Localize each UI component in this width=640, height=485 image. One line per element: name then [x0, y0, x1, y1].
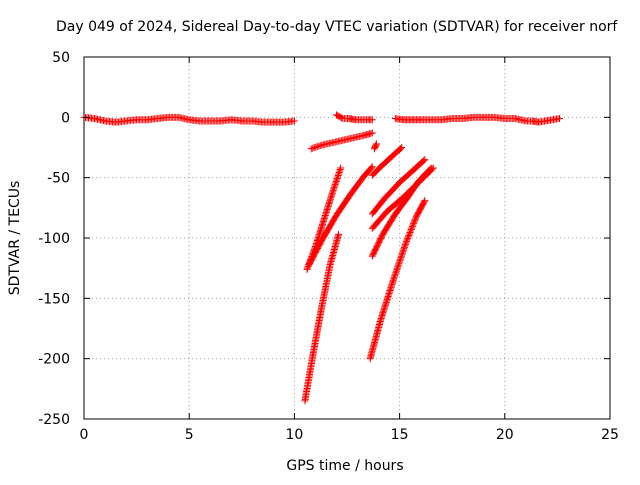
- series-trace: [536, 115, 562, 126]
- data-point: [402, 239, 410, 247]
- y-tick-label: -200: [38, 352, 70, 368]
- x-tick-label: 10: [285, 427, 303, 443]
- series-trace: [369, 164, 384, 178]
- series-arc-2: [303, 164, 345, 273]
- series-trace: [390, 240, 409, 283]
- series-arc-4: [301, 230, 343, 405]
- series-trace: [378, 154, 394, 170]
- series-trace: [346, 115, 358, 124]
- series-trace: [329, 166, 344, 196]
- series-trace: [320, 191, 336, 222]
- series-trace: [397, 166, 417, 185]
- series-trace: [92, 115, 108, 125]
- series-trace: [309, 142, 324, 152]
- series-trace: [327, 232, 342, 267]
- grid: [84, 57, 610, 419]
- series-trace: [359, 116, 370, 124]
- y-tick-label: 0: [61, 110, 70, 126]
- x-tick-label: 25: [601, 427, 619, 443]
- series-trace: [319, 139, 335, 149]
- series-trace: [392, 194, 411, 217]
- y-tick-label: -250: [38, 412, 70, 428]
- series-trace: [384, 194, 407, 214]
- series-trace: [382, 180, 403, 201]
- series-trace: [365, 116, 375, 124]
- x-axis-label: GPS time / hours: [286, 458, 403, 474]
- y-tick-label: -50: [47, 171, 70, 187]
- series-trace: [388, 145, 405, 160]
- series-trace: [377, 278, 397, 323]
- series-arc-1: [307, 129, 376, 153]
- series-trace: [340, 134, 356, 144]
- series-trace: [361, 164, 375, 179]
- series-trace: [353, 116, 364, 124]
- series-trace: [351, 132, 366, 142]
- series-trace: [318, 262, 334, 309]
- plot-frame: [83, 56, 611, 420]
- series-arc-5: [370, 140, 380, 153]
- series-trace: [380, 211, 399, 237]
- series-baseline-mid: [332, 111, 376, 124]
- series-trace: [369, 209, 390, 231]
- series-baseline-early: [80, 113, 298, 126]
- y-axis-label: SDTVAR / TECUs: [7, 181, 23, 296]
- y-tick-label: -150: [38, 291, 70, 307]
- series-trace: [369, 232, 386, 259]
- x-tick-label: 15: [391, 427, 409, 443]
- series-trace: [367, 318, 384, 361]
- series-trace: [334, 112, 346, 122]
- series-trace: [281, 117, 297, 126]
- series-trace: [416, 165, 434, 184]
- series-arc-3: [305, 163, 376, 269]
- series-trace: [402, 214, 420, 245]
- data-point: [307, 145, 315, 153]
- series-trace: [411, 157, 428, 172]
- series-arc-7: [368, 156, 429, 218]
- y-tick-label: 50: [52, 50, 70, 66]
- series-trace: [301, 350, 317, 403]
- series-arc-10: [366, 197, 429, 363]
- series-trace: [413, 198, 428, 219]
- x-tick-label: 5: [185, 427, 194, 443]
- series-trace: [405, 179, 422, 200]
- series-trace: [312, 217, 327, 249]
- x-tick-label: 20: [496, 427, 514, 443]
- series-trace: [310, 304, 325, 355]
- axes: 0 5 10 15 20 25 50 0 -50 -100 -150 -200 -250: [38, 50, 619, 443]
- series-arc-9: [368, 164, 435, 260]
- series-baseline-late: [391, 113, 564, 126]
- series-trace: [306, 238, 325, 267]
- y-tick-label: -100: [38, 231, 70, 247]
- series-trace: [361, 129, 375, 139]
- series-trace: [371, 141, 380, 151]
- x-tick-label: 0: [80, 427, 89, 443]
- data-point: [303, 265, 311, 273]
- series-trace: [348, 174, 367, 196]
- series-trace: [330, 137, 345, 146]
- data-layer: [80, 111, 564, 405]
- series-trace: [523, 117, 535, 125]
- series-trace: [176, 114, 192, 123]
- series-trace: [369, 195, 388, 217]
- chart-title: Day 049 of 2024, Sidereal Day-to-day VTE…: [56, 19, 618, 35]
- series-trace: [333, 191, 354, 218]
- series-arc-6: [368, 144, 406, 179]
- series-trace: [340, 115, 352, 123]
- series-trace: [319, 212, 340, 243]
